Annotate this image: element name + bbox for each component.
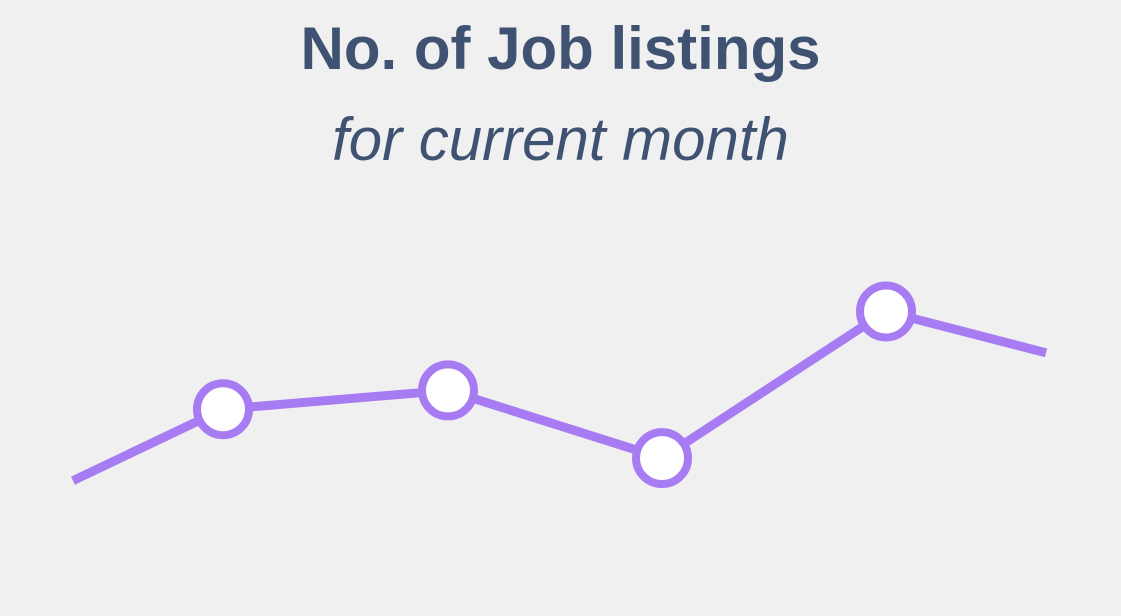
data-point[interactable] [856,281,916,342]
data-point[interactable] [193,379,253,440]
chart-title: No. of Job listings [300,15,821,82]
data-point[interactable] [418,360,478,421]
chart-subtitle: for current month [332,106,789,173]
data-point[interactable] [632,428,692,489]
